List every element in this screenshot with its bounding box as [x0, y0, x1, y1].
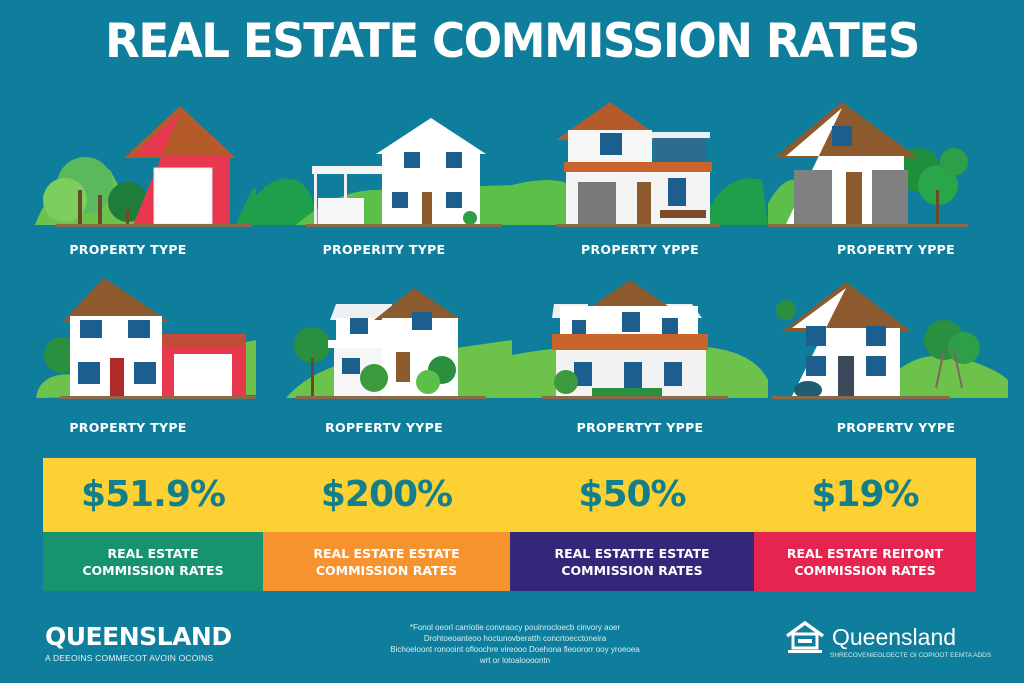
rate-box-orange: REAL ESTATE ESTATE COMMISSION RATES: [263, 532, 510, 591]
footer-tagline: A DEEOINS COMMECOT AVOIN OCOINS: [45, 653, 214, 663]
property-type-label: PROPERTV YYPE: [836, 420, 956, 435]
footer-brand-block: QUEENSLAND A DEEOINS COMMECOT AVOIN OCOI…: [45, 622, 232, 663]
property-type-label: PROPERTYT YPPE: [576, 420, 704, 435]
red-barn-garage-icon: [35, 106, 256, 227]
rate-band: $51.9% $200% $50% $19%: [43, 458, 976, 532]
disclaimer-line: *Fonol oeorl carriotie convraocy pouinro…: [409, 623, 621, 632]
rate-box-green: REAL ESTATE COMMISSION RATES: [43, 532, 263, 591]
white-house-carport-icon: [256, 118, 512, 227]
gable-house-icon: [772, 282, 1008, 399]
two-storey-house-icon: [512, 102, 768, 227]
footer-logo-block: Queensland SHRECOVENIEOLDECTE OI COPIOOT…: [784, 620, 991, 659]
rate-box-line1: REAL ESTATE REITONT: [786, 545, 944, 561]
rate-box-line1: REAL ESTATTE ESTATE: [554, 545, 710, 561]
rate-box-line2: COMMISSION RATES: [794, 562, 936, 578]
property-type-label: ROPFERTV YYPE: [325, 420, 443, 435]
footer-logo-text: Queensland: [832, 623, 957, 650]
page-title: REAL ESTATE COMMISSION RATES: [105, 14, 920, 69]
disclaimer-line: wrt or lotoaloooontn: [479, 656, 551, 665]
property-type-label: PROPERTY YPPE: [837, 242, 955, 257]
rate-value: $51.9%: [81, 474, 226, 515]
property-card: ROPFERTV YYPE: [256, 270, 512, 450]
rate-value: $19%: [811, 474, 919, 515]
property-card: PROPERTV YYPE: [768, 270, 1024, 450]
footer-logo-tagline: SHRECOVENIEOLDECTE OI COPIOOT EEMTA ADDS: [830, 652, 992, 659]
rate-box-line2: COMMISSION RATES: [561, 562, 703, 578]
property-card: PROPERITY TYPE: [256, 90, 512, 270]
rate-box-line2: COMMISSION RATES: [82, 562, 224, 578]
house-double-garage-icon: [768, 102, 968, 227]
veranda-house-icon: [512, 280, 768, 399]
rate-box-line1: REAL ESTATE ESTATE: [313, 545, 460, 561]
house-red-garage-icon: [36, 278, 256, 399]
property-type-label: PROPERITY TYPE: [322, 242, 446, 257]
property-card: PROPERTY TYPE: [0, 90, 256, 270]
property-card: PROPERTY TYPE: [0, 270, 256, 450]
house-logo-icon: [785, 620, 825, 653]
rate-value: $50%: [578, 474, 686, 515]
property-type-label: PROPERTY TYPE: [69, 242, 187, 257]
property-card: PROPERTY YPPE: [512, 90, 768, 270]
rate-box-purple: REAL ESTATTE ESTATE COMMISSION RATES: [510, 532, 754, 591]
disclaimer-line: Drohtoeoanteoo hoctunovberatth concrtoec…: [423, 634, 607, 643]
split-level-house-icon: [286, 288, 512, 399]
rate-value: $200%: [320, 474, 453, 515]
rate-box-line1: REAL ESTATE: [107, 545, 199, 561]
rate-box-red: REAL ESTATE REITONT COMMISSION RATES: [754, 532, 976, 591]
rate-box-line2: COMMISSION RATES: [315, 562, 458, 578]
property-type-label: PROPERTY TYPE: [69, 420, 187, 435]
property-card: PROPERTY YPPE: [768, 90, 1024, 270]
property-card: PROPERTYT YPPE: [512, 270, 768, 450]
footer-brand-name: QUEENSLAND: [45, 622, 232, 651]
property-type-label: PROPERTY YPPE: [581, 242, 699, 257]
disclaimer-line: Bichoeloont ronooint ofloochre vireooo D…: [390, 645, 640, 654]
footer-disclaimer: *Fonol oeorl carriotie convraocy pouinro…: [360, 622, 670, 666]
